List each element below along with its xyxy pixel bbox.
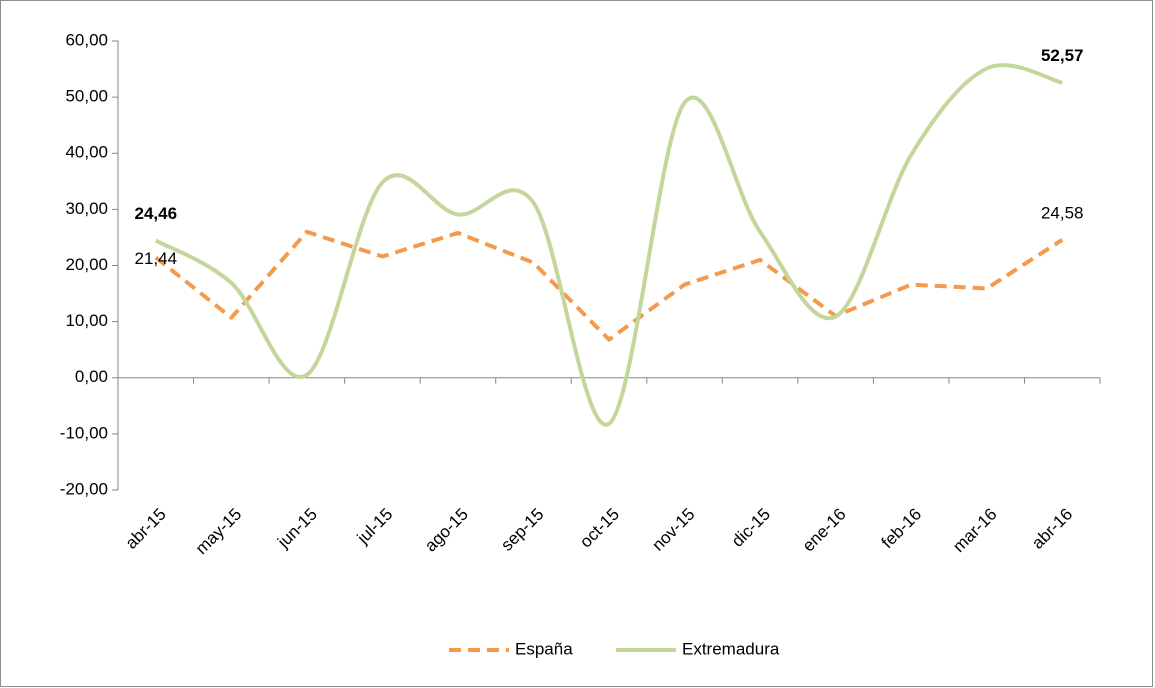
data-label: 21,44	[134, 249, 177, 268]
y-tick-label: 60,00	[65, 30, 108, 49]
y-tick-label: -10,00	[60, 423, 108, 442]
legend-label: Extremadura	[682, 639, 780, 658]
data-label: 52,57	[1041, 46, 1084, 65]
series-line	[154, 229, 1064, 342]
y-tick-label: -20,00	[60, 479, 108, 498]
y-tick-label: 10,00	[65, 311, 108, 330]
y-tick-label: 0,00	[75, 367, 108, 386]
data-label: 24,58	[1041, 203, 1084, 222]
series-line	[154, 63, 1063, 427]
legend-label: España	[515, 639, 573, 658]
y-tick-label: 20,00	[65, 255, 108, 274]
y-tick-label: 50,00	[65, 87, 108, 106]
y-tick-label: 40,00	[65, 143, 108, 162]
y-tick-label: 30,00	[65, 199, 108, 218]
data-label: 24,46	[134, 204, 177, 223]
